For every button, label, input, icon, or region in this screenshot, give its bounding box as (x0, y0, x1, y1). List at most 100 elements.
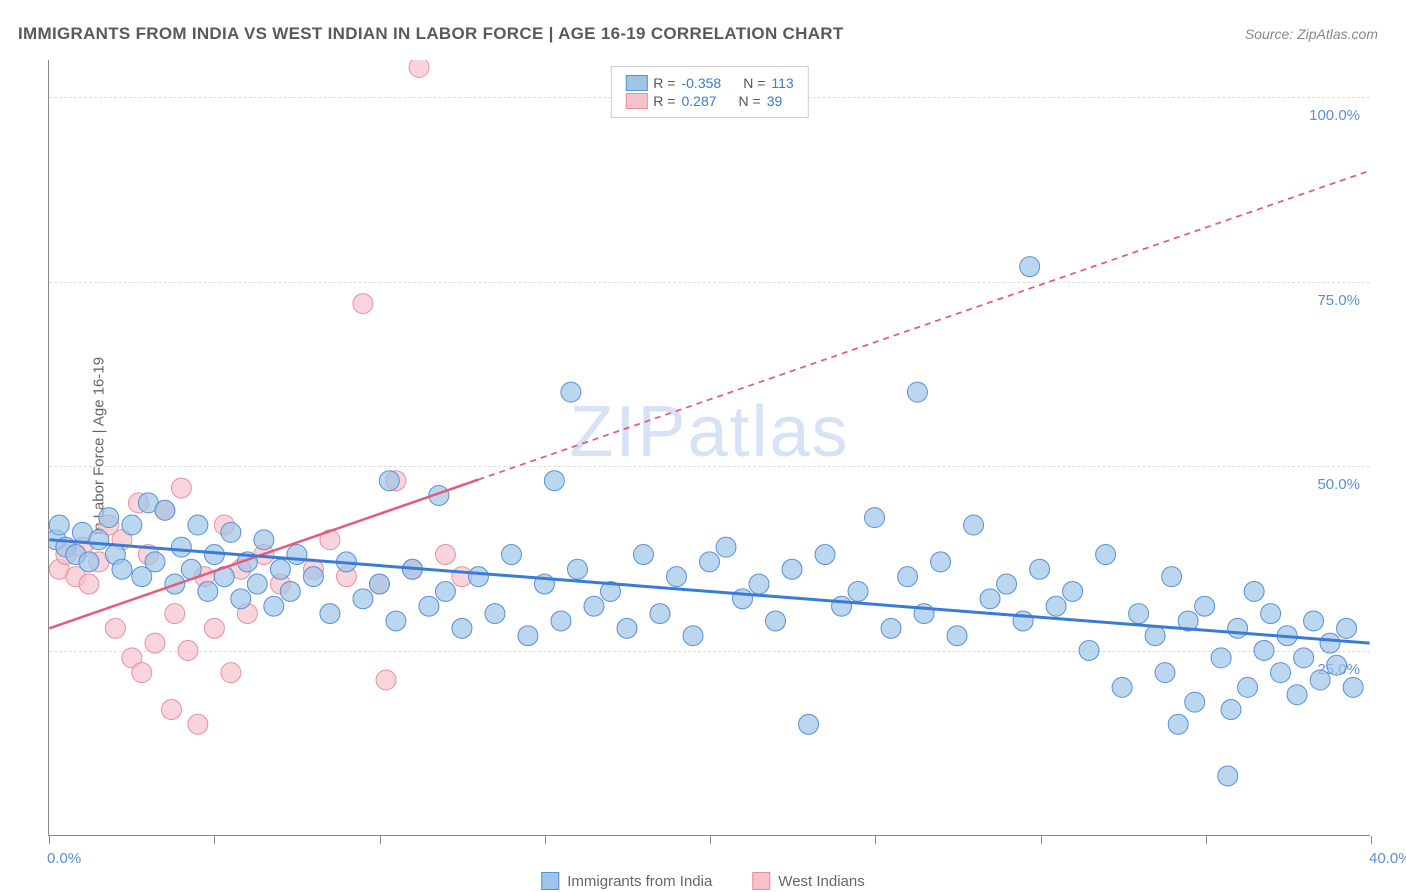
data-point (49, 515, 69, 535)
data-point (815, 545, 835, 565)
legend-swatch-india-icon (541, 872, 559, 890)
data-point (79, 574, 99, 594)
data-point (1155, 663, 1175, 683)
data-point (247, 574, 267, 594)
trend-line-extrapolated (478, 171, 1369, 480)
legend-swatch-westindian (625, 93, 647, 109)
data-point (1271, 663, 1291, 683)
correlation-legend: R = -0.358 N = 113 R = 0.287 N = 39 (610, 66, 808, 118)
data-point (1228, 618, 1248, 638)
data-point (1310, 670, 1330, 690)
data-point (650, 604, 670, 624)
data-point (1261, 604, 1281, 624)
data-point (1327, 655, 1347, 675)
data-point (848, 581, 868, 601)
r-label: R = (653, 93, 675, 109)
x-tick (710, 836, 711, 844)
data-point (561, 382, 581, 402)
data-point (667, 567, 687, 587)
data-point (1238, 677, 1258, 697)
data-point (501, 545, 521, 565)
data-point (881, 618, 901, 638)
data-point (419, 596, 439, 616)
data-point (1162, 567, 1182, 587)
data-point (1030, 559, 1050, 579)
data-point (733, 589, 753, 609)
x-tick (214, 836, 215, 844)
source-attribution: Source: ZipAtlas.com (1245, 26, 1378, 42)
data-point (231, 589, 251, 609)
data-point (386, 611, 406, 631)
data-point (716, 537, 736, 557)
data-point (964, 515, 984, 535)
x-tick (875, 836, 876, 844)
data-point (1221, 700, 1241, 720)
data-point (79, 552, 99, 572)
data-point (376, 670, 396, 690)
data-point (1145, 626, 1165, 646)
data-point (700, 552, 720, 572)
data-point (1063, 581, 1083, 601)
chart-container: IMMIGRANTS FROM INDIA VS WEST INDIAN IN … (0, 0, 1406, 892)
data-point (907, 382, 927, 402)
data-point (1129, 604, 1149, 624)
data-point (485, 604, 505, 624)
data-point (617, 618, 637, 638)
n-label: N = (743, 75, 765, 91)
x-tick (1371, 836, 1372, 844)
data-point (287, 545, 307, 565)
legend-label-westindian: West Indians (778, 873, 864, 890)
data-point (264, 596, 284, 616)
data-point (171, 478, 191, 498)
r-value-india: -0.358 (681, 75, 721, 91)
x-tick-label: 0.0% (47, 850, 81, 867)
data-point (567, 559, 587, 579)
data-point (112, 559, 132, 579)
data-point (188, 714, 208, 734)
data-point (799, 714, 819, 734)
data-point (683, 626, 703, 646)
data-point (122, 515, 142, 535)
chart-title: IMMIGRANTS FROM INDIA VS WEST INDIAN IN … (18, 24, 844, 44)
data-point (369, 574, 389, 594)
data-point (544, 471, 564, 491)
legend-label-india: Immigrants from India (567, 873, 712, 890)
data-point (105, 618, 125, 638)
data-point (1046, 596, 1066, 616)
source-name: ZipAtlas.com (1297, 26, 1378, 42)
source-label: Source: (1245, 26, 1293, 42)
data-point (171, 537, 191, 557)
data-point (303, 567, 323, 587)
data-point (280, 581, 300, 601)
data-point (89, 530, 109, 550)
data-point (518, 626, 538, 646)
data-point (898, 567, 918, 587)
data-point (161, 700, 181, 720)
legend-swatch-westindian-icon (752, 872, 770, 890)
data-point (145, 552, 165, 572)
data-point (1079, 640, 1099, 660)
legend-row-westindian: R = 0.287 N = 39 (625, 93, 793, 109)
data-point (947, 626, 967, 646)
data-point (782, 559, 802, 579)
x-tick-label: 40.0% (1369, 850, 1406, 867)
data-point (270, 559, 290, 579)
data-point (379, 471, 399, 491)
data-point (1218, 766, 1238, 786)
data-point (435, 545, 455, 565)
x-tick (380, 836, 381, 844)
data-point (766, 611, 786, 631)
legend-item-india: Immigrants from India (541, 872, 712, 890)
data-point (749, 574, 769, 594)
data-point (178, 640, 198, 660)
data-point (132, 663, 152, 683)
data-point (1168, 714, 1188, 734)
x-tick (49, 836, 50, 844)
data-point (188, 515, 208, 535)
x-tick (1041, 836, 1042, 844)
data-point (931, 552, 951, 572)
data-point (1337, 618, 1357, 638)
n-value-india: 113 (771, 75, 793, 91)
data-point (1195, 596, 1215, 616)
data-point (221, 663, 241, 683)
